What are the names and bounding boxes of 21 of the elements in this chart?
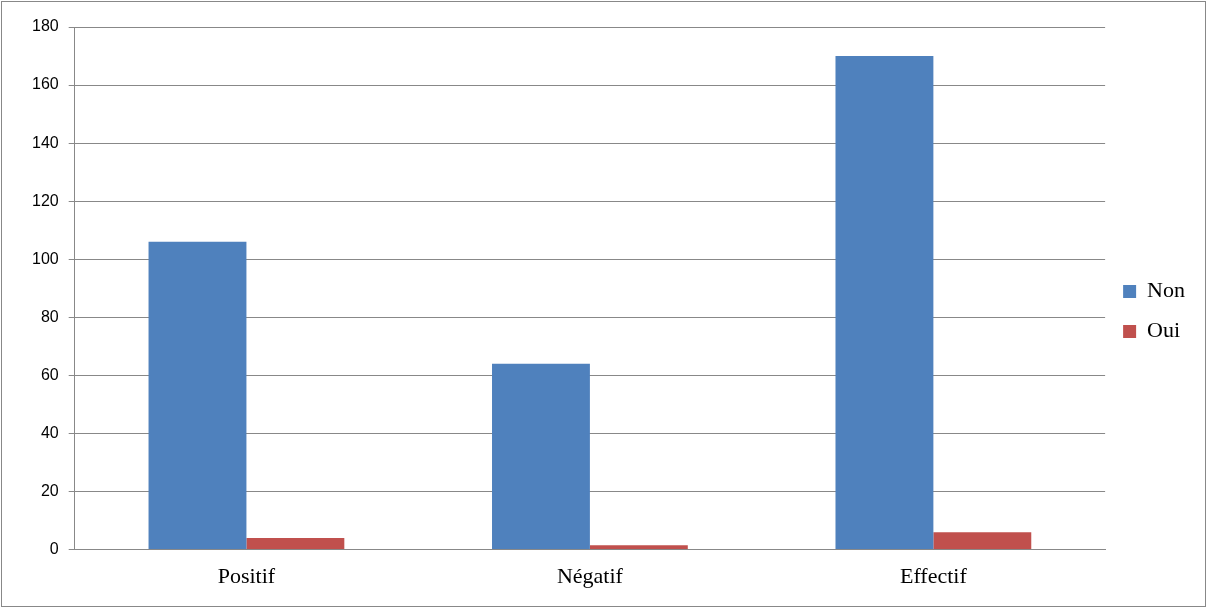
y-tick-label: 40 [40,423,59,441]
x-tick-label: Négatif [556,562,624,588]
y-tick-label: 100 [31,249,59,267]
legend-label: Oui [1147,317,1181,343]
y-tick-label: 80 [40,307,59,325]
bar [492,363,590,550]
y-tick-label: 140 [31,133,59,151]
bar [835,56,934,550]
x-tick-label: Effectif [899,562,968,588]
y-tick-label: 60 [40,365,59,383]
y-tick-label: 160 [31,75,59,93]
y-tick-label: 0 [49,540,59,558]
y-tick-label: 20 [40,481,59,499]
bar [933,532,1032,550]
y-tick-label: 180 [31,17,59,35]
y-tick-label: 120 [31,191,59,209]
bar [246,537,345,550]
bar [589,545,688,550]
x-tick-label: Positif [217,562,276,588]
bar [148,241,247,550]
legend-label: Non [1147,277,1185,303]
